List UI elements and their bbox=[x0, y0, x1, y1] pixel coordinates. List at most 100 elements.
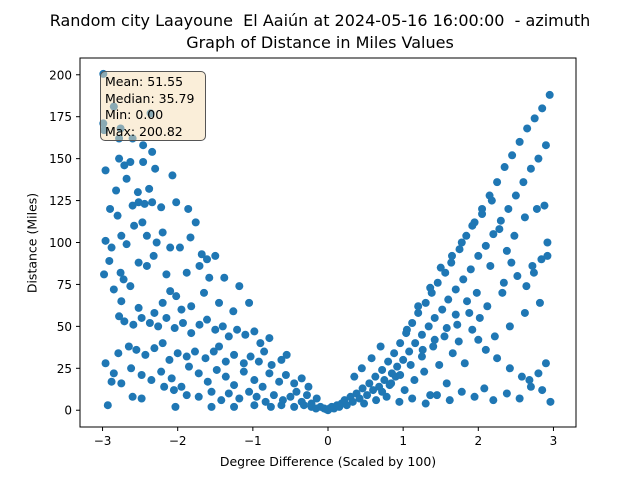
data-point-106 bbox=[221, 357, 230, 366]
data-point-314 bbox=[543, 238, 552, 247]
data-point-98 bbox=[158, 339, 167, 348]
data-point-166 bbox=[266, 402, 275, 411]
data-point-121 bbox=[157, 367, 166, 376]
data-point-164 bbox=[230, 402, 239, 411]
y-tick-label: 75 bbox=[57, 278, 72, 292]
data-point-102 bbox=[190, 347, 199, 356]
data-point-241 bbox=[541, 141, 550, 150]
data-point-254 bbox=[442, 379, 451, 388]
data-point-54 bbox=[182, 268, 191, 277]
data-point-206 bbox=[414, 308, 423, 317]
data-point-128 bbox=[221, 372, 230, 381]
y-tick-label: 175 bbox=[49, 110, 72, 124]
data-point-150 bbox=[245, 387, 254, 396]
data-point-89 bbox=[241, 330, 250, 339]
x-tick-label: 0 bbox=[324, 434, 332, 448]
data-point-265 bbox=[520, 308, 529, 317]
y-tick-label: 150 bbox=[49, 152, 72, 166]
x-axis-ticks: −3 −2 −1 0 1 2 3 bbox=[94, 427, 557, 448]
data-point-190 bbox=[365, 379, 374, 388]
data-point-306 bbox=[478, 209, 487, 218]
data-point-73 bbox=[115, 312, 124, 321]
x-axis-label: Degree Difference (Scaled by 100) bbox=[219, 454, 437, 469]
data-point-13 bbox=[120, 161, 129, 170]
data-point-32 bbox=[107, 243, 116, 252]
data-point-149 bbox=[235, 394, 244, 403]
data-point-56 bbox=[205, 273, 214, 282]
data-point-301 bbox=[426, 283, 435, 292]
data-point-245 bbox=[367, 354, 376, 363]
data-point-38 bbox=[152, 238, 161, 247]
y-tick-label: 25 bbox=[57, 362, 72, 376]
data-point-143 bbox=[169, 386, 178, 395]
data-point-266 bbox=[528, 261, 537, 270]
y-tick-label: 125 bbox=[49, 194, 72, 208]
data-point-125 bbox=[194, 369, 203, 378]
data-point-105 bbox=[215, 342, 224, 351]
data-point-63 bbox=[150, 308, 159, 317]
data-point-236 bbox=[523, 124, 532, 133]
data-point-64 bbox=[158, 298, 167, 307]
data-point-293 bbox=[481, 345, 490, 354]
data-point-234 bbox=[515, 137, 524, 146]
data-point-47 bbox=[105, 256, 114, 265]
data-point-290 bbox=[453, 320, 462, 329]
data-point-165 bbox=[250, 401, 259, 410]
data-point-327 bbox=[406, 360, 415, 369]
data-point-158 bbox=[302, 391, 311, 400]
data-point-278 bbox=[470, 392, 479, 401]
data-point-257 bbox=[460, 359, 469, 368]
data-point-37 bbox=[142, 231, 151, 240]
data-point-262 bbox=[498, 288, 507, 297]
data-point-208 bbox=[421, 298, 430, 307]
data-point-142 bbox=[160, 382, 169, 391]
data-point-155 bbox=[286, 392, 295, 401]
data-point-198 bbox=[390, 349, 399, 358]
data-point-14 bbox=[126, 157, 135, 166]
data-point-65 bbox=[166, 287, 175, 296]
data-point-10 bbox=[115, 154, 124, 163]
data-point-272 bbox=[395, 397, 404, 406]
data-point-46 bbox=[100, 270, 109, 279]
data-point-55 bbox=[195, 261, 204, 270]
chart-subtitle: Graph of Distance in Miles Values bbox=[186, 33, 454, 52]
data-point-39 bbox=[158, 228, 167, 237]
data-point-268 bbox=[543, 251, 552, 260]
data-point-112 bbox=[267, 360, 276, 369]
data-point-183 bbox=[342, 401, 351, 410]
data-point-129 bbox=[230, 381, 239, 390]
x-tick-label: 1 bbox=[399, 434, 407, 448]
data-point-49 bbox=[119, 275, 128, 284]
data-point-188 bbox=[358, 384, 367, 393]
data-point-277 bbox=[457, 387, 466, 396]
data-point-246 bbox=[376, 342, 385, 351]
data-point-225 bbox=[481, 241, 490, 250]
data-point-209 bbox=[424, 322, 433, 331]
data-point-16 bbox=[139, 157, 148, 166]
data-point-242 bbox=[545, 90, 554, 99]
data-point-7 bbox=[139, 141, 148, 150]
data-point-76 bbox=[137, 313, 146, 322]
data-point-111 bbox=[260, 347, 269, 356]
data-point-230 bbox=[500, 163, 509, 172]
data-point-15 bbox=[122, 174, 131, 183]
data-point-163 bbox=[207, 402, 216, 411]
data-point-215 bbox=[444, 295, 453, 304]
data-point-45 bbox=[211, 251, 220, 260]
data-point-25 bbox=[140, 199, 149, 208]
data-point-145 bbox=[194, 392, 203, 401]
data-point-291 bbox=[465, 308, 474, 317]
data-point-77 bbox=[145, 319, 154, 328]
data-point-231 bbox=[504, 204, 513, 213]
data-point-274 bbox=[421, 399, 430, 408]
data-point-137 bbox=[297, 374, 306, 383]
data-point-135 bbox=[281, 371, 290, 379]
stats-min: Min: 0.00 bbox=[105, 107, 164, 122]
data-point-232 bbox=[508, 151, 517, 160]
data-point-218 bbox=[455, 245, 464, 254]
data-point-66 bbox=[172, 292, 181, 301]
data-point-259 bbox=[475, 313, 484, 322]
data-point-81 bbox=[178, 319, 187, 328]
data-point-62 bbox=[134, 303, 143, 312]
data-point-84 bbox=[203, 315, 212, 324]
